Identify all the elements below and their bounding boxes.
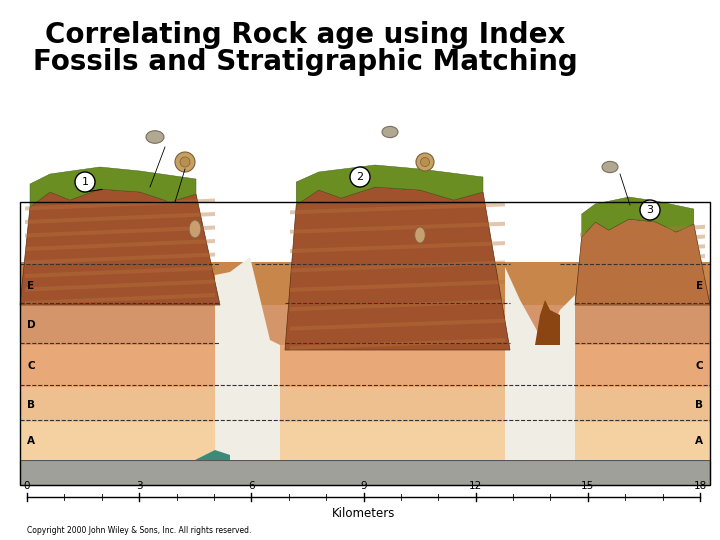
Polygon shape <box>290 222 505 234</box>
Polygon shape <box>580 225 705 237</box>
Polygon shape <box>25 280 215 292</box>
Text: B: B <box>695 400 703 409</box>
Polygon shape <box>580 264 705 276</box>
Polygon shape <box>290 299 505 311</box>
Polygon shape <box>20 387 710 422</box>
Polygon shape <box>535 300 560 345</box>
Text: A: A <box>27 436 35 446</box>
Text: Fossils and Stratigraphic Matching: Fossils and Stratigraphic Matching <box>32 48 577 76</box>
Text: Correlating Rock age using Index: Correlating Rock age using Index <box>45 21 565 49</box>
Text: Copyright 2000 John Wiley & Sons, Inc. All rights reserved.: Copyright 2000 John Wiley & Sons, Inc. A… <box>27 526 251 535</box>
Polygon shape <box>25 266 215 278</box>
Text: 0: 0 <box>24 481 30 491</box>
Text: A: A <box>695 436 703 446</box>
Polygon shape <box>580 293 705 305</box>
Polygon shape <box>20 305 710 345</box>
Text: C: C <box>696 361 703 371</box>
Text: 9: 9 <box>360 481 366 491</box>
Text: B: B <box>27 400 35 409</box>
Ellipse shape <box>146 131 164 143</box>
Polygon shape <box>290 241 505 253</box>
Polygon shape <box>25 253 215 265</box>
Text: 3: 3 <box>136 481 143 491</box>
Polygon shape <box>580 234 705 246</box>
Text: E: E <box>27 281 34 291</box>
Text: D: D <box>27 320 35 330</box>
Circle shape <box>75 172 95 192</box>
Polygon shape <box>285 187 510 350</box>
Polygon shape <box>290 202 505 214</box>
Polygon shape <box>25 293 215 305</box>
Polygon shape <box>580 284 705 295</box>
Polygon shape <box>582 197 694 237</box>
Polygon shape <box>290 319 505 330</box>
Polygon shape <box>20 460 710 485</box>
Polygon shape <box>215 257 280 460</box>
Polygon shape <box>20 345 710 387</box>
Text: 1: 1 <box>81 177 89 187</box>
Polygon shape <box>195 450 230 460</box>
Polygon shape <box>290 280 505 292</box>
Polygon shape <box>290 338 505 350</box>
Polygon shape <box>575 219 710 305</box>
Circle shape <box>420 158 430 166</box>
Polygon shape <box>25 199 215 211</box>
Circle shape <box>180 157 190 167</box>
Circle shape <box>175 152 195 172</box>
Polygon shape <box>580 254 705 266</box>
Polygon shape <box>580 244 705 256</box>
Ellipse shape <box>382 126 398 138</box>
Polygon shape <box>20 422 710 460</box>
Text: 18: 18 <box>693 481 706 491</box>
Polygon shape <box>580 273 705 286</box>
Circle shape <box>416 153 434 171</box>
Polygon shape <box>290 260 505 273</box>
Polygon shape <box>25 212 215 224</box>
Text: E: E <box>696 281 703 291</box>
Ellipse shape <box>415 227 426 243</box>
Polygon shape <box>505 267 575 460</box>
Polygon shape <box>296 165 483 205</box>
Polygon shape <box>20 262 710 305</box>
Polygon shape <box>20 189 220 305</box>
Text: 12: 12 <box>469 481 482 491</box>
Circle shape <box>350 167 370 187</box>
Ellipse shape <box>602 161 618 173</box>
Text: Kilometers: Kilometers <box>332 507 395 520</box>
Polygon shape <box>30 167 196 207</box>
Text: 3: 3 <box>647 205 654 215</box>
Circle shape <box>640 200 660 220</box>
Text: 6: 6 <box>248 481 255 491</box>
Ellipse shape <box>189 220 201 238</box>
Text: 15: 15 <box>581 481 595 491</box>
Text: 2: 2 <box>356 172 364 182</box>
Polygon shape <box>25 226 215 238</box>
Polygon shape <box>25 239 215 251</box>
Text: C: C <box>27 361 35 371</box>
